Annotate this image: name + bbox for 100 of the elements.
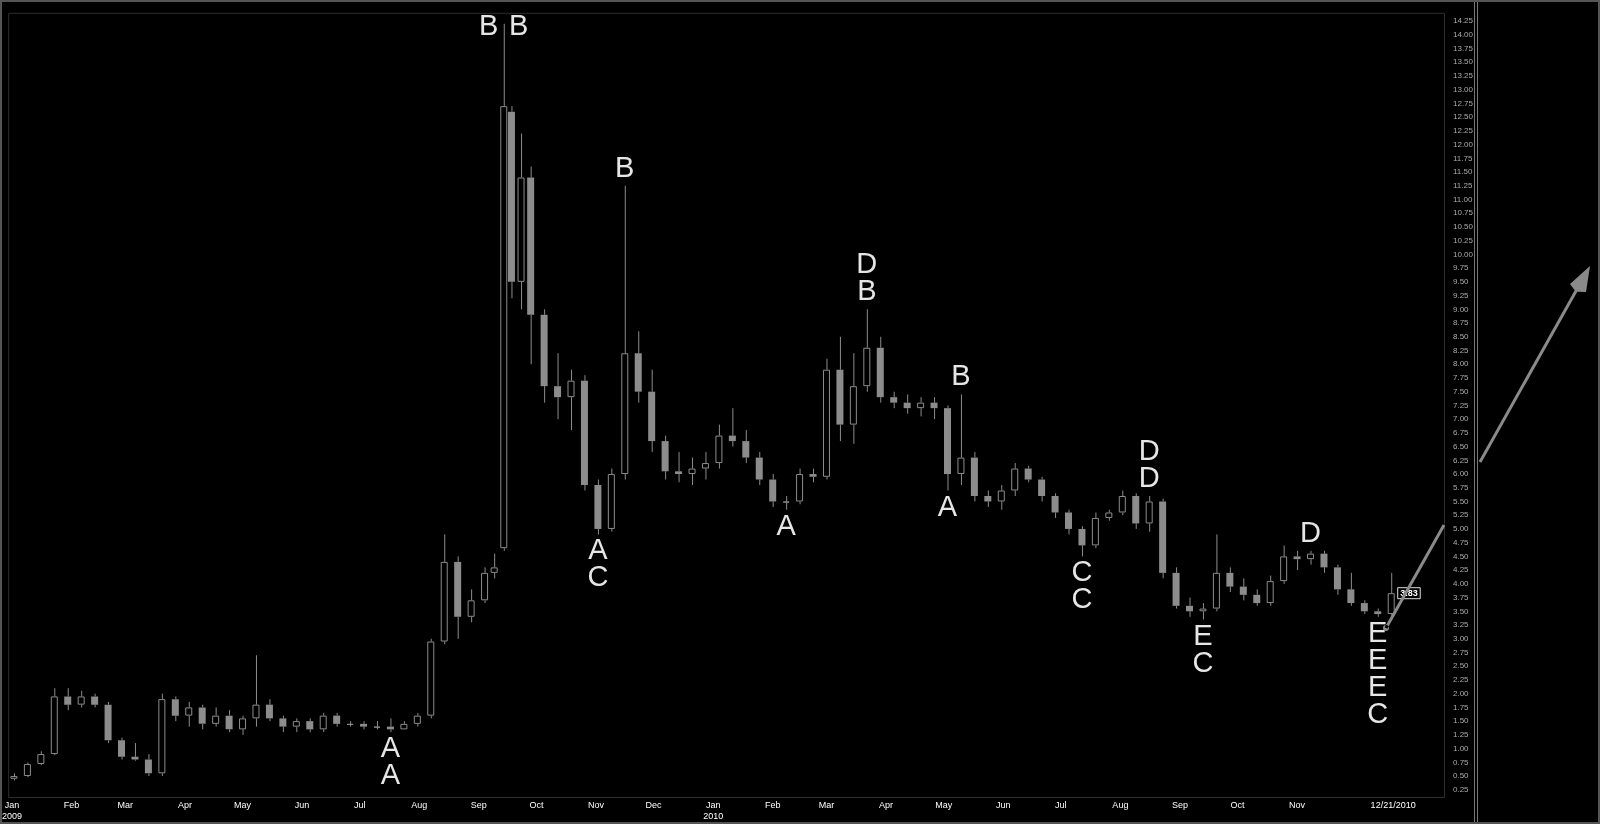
candlestick bbox=[1051, 492, 1059, 519]
candlestick bbox=[490, 553, 498, 579]
candlestick bbox=[400, 720, 408, 730]
candlestick bbox=[1387, 572, 1395, 617]
candlestick bbox=[185, 701, 193, 728]
y-tick-label: 4.75 bbox=[1453, 537, 1470, 547]
candlestick bbox=[554, 352, 562, 420]
y-tick-label: 12.50 bbox=[1453, 112, 1474, 122]
y-tick-label: 9.25 bbox=[1453, 290, 1470, 300]
candlestick bbox=[23, 761, 31, 777]
y-tick-label: 11.50 bbox=[1453, 167, 1473, 177]
candlestick bbox=[675, 451, 683, 483]
x-tick-label: Feb bbox=[764, 799, 781, 810]
x-tick-label: Aug bbox=[411, 799, 428, 810]
candlestick bbox=[944, 404, 951, 492]
candlestick bbox=[728, 407, 736, 448]
candlestick bbox=[1360, 599, 1368, 615]
candlestick bbox=[701, 451, 709, 481]
x-tick-label: Oct bbox=[1230, 799, 1246, 810]
candlestick bbox=[742, 429, 750, 464]
candlestick bbox=[333, 712, 341, 728]
y-tick-label: 6.00 bbox=[1453, 469, 1470, 479]
x-tick-label: Nov bbox=[587, 799, 605, 810]
candlestick bbox=[1038, 476, 1046, 502]
y-tick-label: 1.25 bbox=[1453, 730, 1470, 740]
y-tick-label: 9.75 bbox=[1453, 263, 1470, 273]
y-tick-label: 1.50 bbox=[1453, 716, 1470, 726]
x-tick-label: 12/21/2010 bbox=[1370, 799, 1416, 810]
candlestick bbox=[292, 717, 300, 733]
y-tick-label: 2.00 bbox=[1453, 688, 1470, 698]
y-tick-label: 0.75 bbox=[1453, 757, 1470, 767]
candlestick bbox=[1253, 588, 1261, 607]
y-tick-label: 5.25 bbox=[1453, 510, 1470, 520]
candlestick bbox=[467, 588, 475, 623]
candlestick bbox=[91, 693, 99, 708]
candlestick bbox=[567, 369, 575, 431]
x-tick-label: Apr bbox=[879, 799, 894, 810]
candlestick bbox=[440, 533, 448, 645]
x-tick-label: May bbox=[234, 799, 252, 810]
y-tick-label: 6.50 bbox=[1453, 441, 1470, 451]
y-tick-label: 13.75 bbox=[1453, 43, 1474, 53]
y-tick-label: 7.00 bbox=[1453, 414, 1470, 424]
candlestick bbox=[1239, 577, 1247, 601]
y-tick-label: 3.50 bbox=[1453, 606, 1470, 616]
candlestick bbox=[37, 750, 45, 764]
x-tick-label: Apr bbox=[177, 799, 192, 810]
candlestick bbox=[755, 451, 763, 486]
x-tick-label: Jan 2010 bbox=[703, 799, 724, 821]
y-tick-label: 11.00 bbox=[1453, 194, 1473, 204]
candlestick bbox=[1374, 608, 1382, 618]
y-tick-label: 10.50 bbox=[1453, 222, 1474, 232]
candlestick bbox=[413, 712, 421, 728]
candlestick bbox=[252, 654, 260, 728]
candlestick bbox=[1293, 550, 1301, 571]
candlestick bbox=[822, 358, 830, 481]
candlestick bbox=[661, 435, 669, 481]
y-tick-label: 8.25 bbox=[1453, 345, 1470, 355]
y-tick-label: 11.25 bbox=[1453, 180, 1473, 190]
x-tick-label: Mar bbox=[117, 799, 134, 810]
candlestick bbox=[903, 393, 911, 415]
x-tick-label: Jul bbox=[353, 799, 366, 810]
x-tick-label: Oct bbox=[529, 799, 544, 810]
x-tick-label: Nov bbox=[1289, 799, 1306, 810]
candlestick bbox=[607, 468, 615, 533]
candlestick bbox=[634, 330, 642, 404]
y-tick-label: 10.00 bbox=[1453, 249, 1474, 259]
candlestick bbox=[1024, 465, 1032, 483]
candlestick bbox=[917, 396, 925, 417]
candlestick bbox=[50, 687, 58, 755]
y-tick-label: 5.75 bbox=[1453, 482, 1470, 492]
x-tick-label: Jun bbox=[294, 799, 310, 810]
y-tick-label: 12.00 bbox=[1453, 139, 1474, 149]
candlestick bbox=[1347, 572, 1355, 607]
candlestick bbox=[849, 352, 857, 445]
candlestick bbox=[1266, 575, 1274, 607]
candlestick bbox=[984, 490, 992, 508]
y-tick-label: 7.75 bbox=[1453, 373, 1470, 383]
candlestick bbox=[212, 706, 220, 728]
y-tick-label: 13.50 bbox=[1453, 57, 1474, 67]
y-tick-label: 3.75 bbox=[1453, 592, 1470, 602]
x-tick-label: Dec bbox=[645, 799, 663, 810]
candlestick bbox=[621, 185, 629, 481]
y-tick-label: 0.50 bbox=[1453, 771, 1470, 781]
candlestick bbox=[1307, 550, 1315, 566]
candlestick bbox=[1199, 602, 1207, 621]
candlestick bbox=[454, 555, 462, 640]
y-tick-label: 8.50 bbox=[1453, 331, 1470, 341]
annotation: A bbox=[776, 508, 797, 541]
candlestick bbox=[1078, 525, 1086, 557]
candlestick bbox=[1226, 566, 1234, 593]
annotation: B bbox=[951, 359, 971, 392]
y-tick-label: 0.25 bbox=[1453, 784, 1470, 794]
candlestick bbox=[970, 451, 978, 502]
y-tick-label: 11.75 bbox=[1453, 153, 1473, 163]
y-tick-label: 7.25 bbox=[1453, 400, 1470, 410]
x-tick-label: Aug bbox=[1112, 799, 1129, 810]
candlestick bbox=[930, 396, 938, 420]
y-tick-label: 4.00 bbox=[1453, 579, 1470, 589]
candlestick bbox=[481, 566, 489, 604]
y-tick-label: 6.75 bbox=[1453, 428, 1470, 438]
